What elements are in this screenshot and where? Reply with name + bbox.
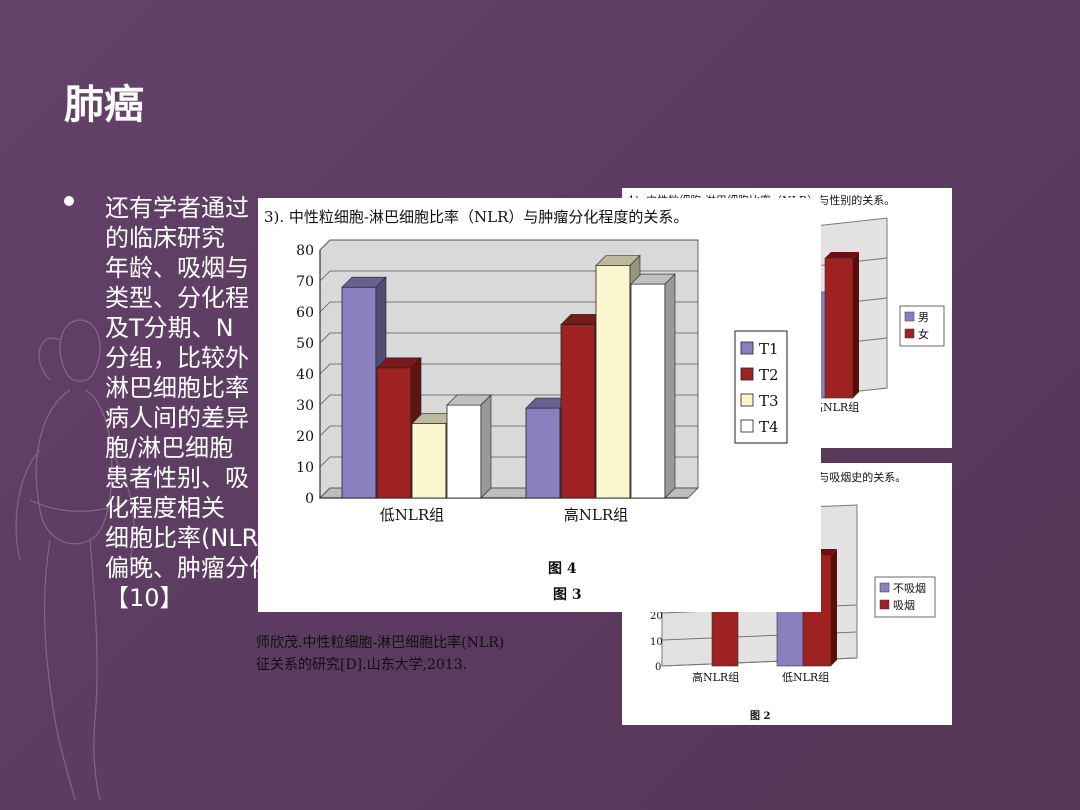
figure-sketch-decoration [15, 319, 135, 800]
chart-ytick-label: 20 [296, 429, 314, 445]
gender-chart-svg: 高NLR组 男 女 [796, 217, 945, 414]
chart-ytick-label: 50 [296, 336, 314, 352]
chart-gridline [319, 301, 331, 313]
citation-line: 征关系的研究[D].山东大学,2013. [256, 657, 468, 673]
smoking-bar [711, 602, 739, 667]
chart-bar-t4 [446, 404, 482, 499]
bullet-line: 病人间的差异 [105, 404, 249, 432]
smoking-legend-swatch-smoker [879, 599, 890, 610]
smoking-ytick: 0 [655, 662, 661, 673]
gender-legend-swatch-female [904, 328, 915, 339]
smoking-category-label: 低NLR组 [782, 670, 829, 684]
smoking-ytick: 20 [650, 611, 663, 622]
differentiation-chart-panel: 3). 中性粒细胞-淋巴细胞比率（NLR）与肿瘤分化程度的关系。 0 10 20 30… [258, 198, 821, 612]
bullet-line: 类型、分化程 [105, 284, 249, 312]
chart-gridline [319, 487, 331, 499]
figure-label-3: 图 3 [553, 587, 582, 603]
smoking-bar [776, 602, 804, 667]
differentiation-bar-chart: 0 10 20 30 40 50 60 70 80 低NLR组 高NLR组 T1 T2 T3 T4 [296, 239, 788, 524]
bullet-line: 化程度相关 [105, 494, 225, 522]
bullet-line: 淋巴细胞比率 [105, 374, 249, 402]
gender-category-label: 高NLR组 [812, 400, 859, 414]
chart-ytick-label: 70 [296, 274, 314, 290]
chart-gridline [319, 270, 331, 282]
differentiation-chart-heading: 3). 中性粒细胞-淋巴细胞比率（NLR）与肿瘤分化程度的关系。 [264, 208, 689, 226]
chart-bar-side-t4 [664, 273, 676, 499]
bullet-marker [64, 196, 74, 206]
smoking-figure-label: 图 2 [750, 710, 770, 722]
chart-bar-t1 [525, 407, 561, 499]
chart-ytick-label: 80 [296, 243, 314, 259]
chart-legend-swatch-t2 [740, 367, 754, 381]
chart-bar-t3 [411, 423, 447, 499]
chart-legend-label-t2: T2 [759, 366, 779, 384]
smoking-category-label: 高NLR组 [692, 670, 739, 684]
chart-ytick-label: 60 [296, 305, 314, 321]
slide-title: 肺癌 [64, 82, 144, 128]
gender-legend-swatch-male [904, 311, 915, 322]
chart-legend-label-t1: T1 [759, 340, 779, 358]
citation-text: 师欣茂.中性粒细胞-淋巴细胞比率(NLR) 征关系的研究[D].山东大学,201… [256, 632, 626, 676]
chart-bar-t2 [376, 367, 412, 499]
chart-bar-t2 [560, 324, 596, 499]
chart-gridline [319, 425, 331, 437]
chart-category-label: 低NLR组 [380, 506, 444, 524]
bullet-line: 年龄、吸烟与 [105, 254, 249, 282]
chart-legend-swatch-t1 [740, 341, 754, 355]
figure-label-4: 图 4 [548, 561, 577, 577]
smoking-legend-smoker: 吸烟 [893, 598, 915, 612]
chart-gridline [319, 239, 331, 251]
bullet-line: 及T分期、N [105, 314, 234, 342]
chart-gridline [319, 363, 331, 375]
gender-bar-female [824, 257, 854, 399]
smoking-legend-swatch-nonsmoker [879, 582, 890, 593]
chart-legend-label-t3: T3 [759, 392, 779, 410]
chart-legend-swatch-t4 [740, 419, 754, 433]
chart-bar-t3 [595, 265, 631, 499]
smoking-legend-nonsmoker: 不吸烟 [893, 581, 926, 595]
chart-bar-side-t4 [480, 394, 492, 499]
chart-ytick-label: 0 [305, 491, 314, 507]
bullet-line: 患者性别、吸 [105, 464, 249, 492]
chart-bar-t1 [341, 286, 377, 499]
bullet-line: 还有学者通过 [105, 194, 249, 222]
chart-legend-swatch-t3 [740, 393, 754, 407]
chart-ytick-label: 40 [296, 367, 314, 383]
chart-category-label: 高NLR组 [564, 506, 628, 524]
smoking-ytick: 10 [650, 637, 663, 648]
bullet-line: 【10】 [105, 584, 184, 612]
gender-legend-female: 女 [918, 327, 929, 341]
citation-line: 师欣茂.中性粒细胞-淋巴细胞比率(NLR) [256, 635, 505, 651]
chart-ytick-label: 10 [296, 460, 314, 476]
bullet-line: 分组，比较外 [105, 344, 249, 372]
gender-legend-male: 男 [918, 311, 929, 324]
bullet-line: 胞/淋巴细胞 [105, 434, 234, 462]
chart-gridline [319, 332, 331, 344]
chart-gridline [319, 456, 331, 468]
chart-legend-label-t4: T4 [759, 418, 779, 436]
bullet-line: 的临床研究 [105, 224, 225, 252]
chart-gridline [319, 394, 331, 406]
chart-ytick-label: 30 [296, 398, 314, 414]
chart-bar-t4 [630, 283, 666, 499]
